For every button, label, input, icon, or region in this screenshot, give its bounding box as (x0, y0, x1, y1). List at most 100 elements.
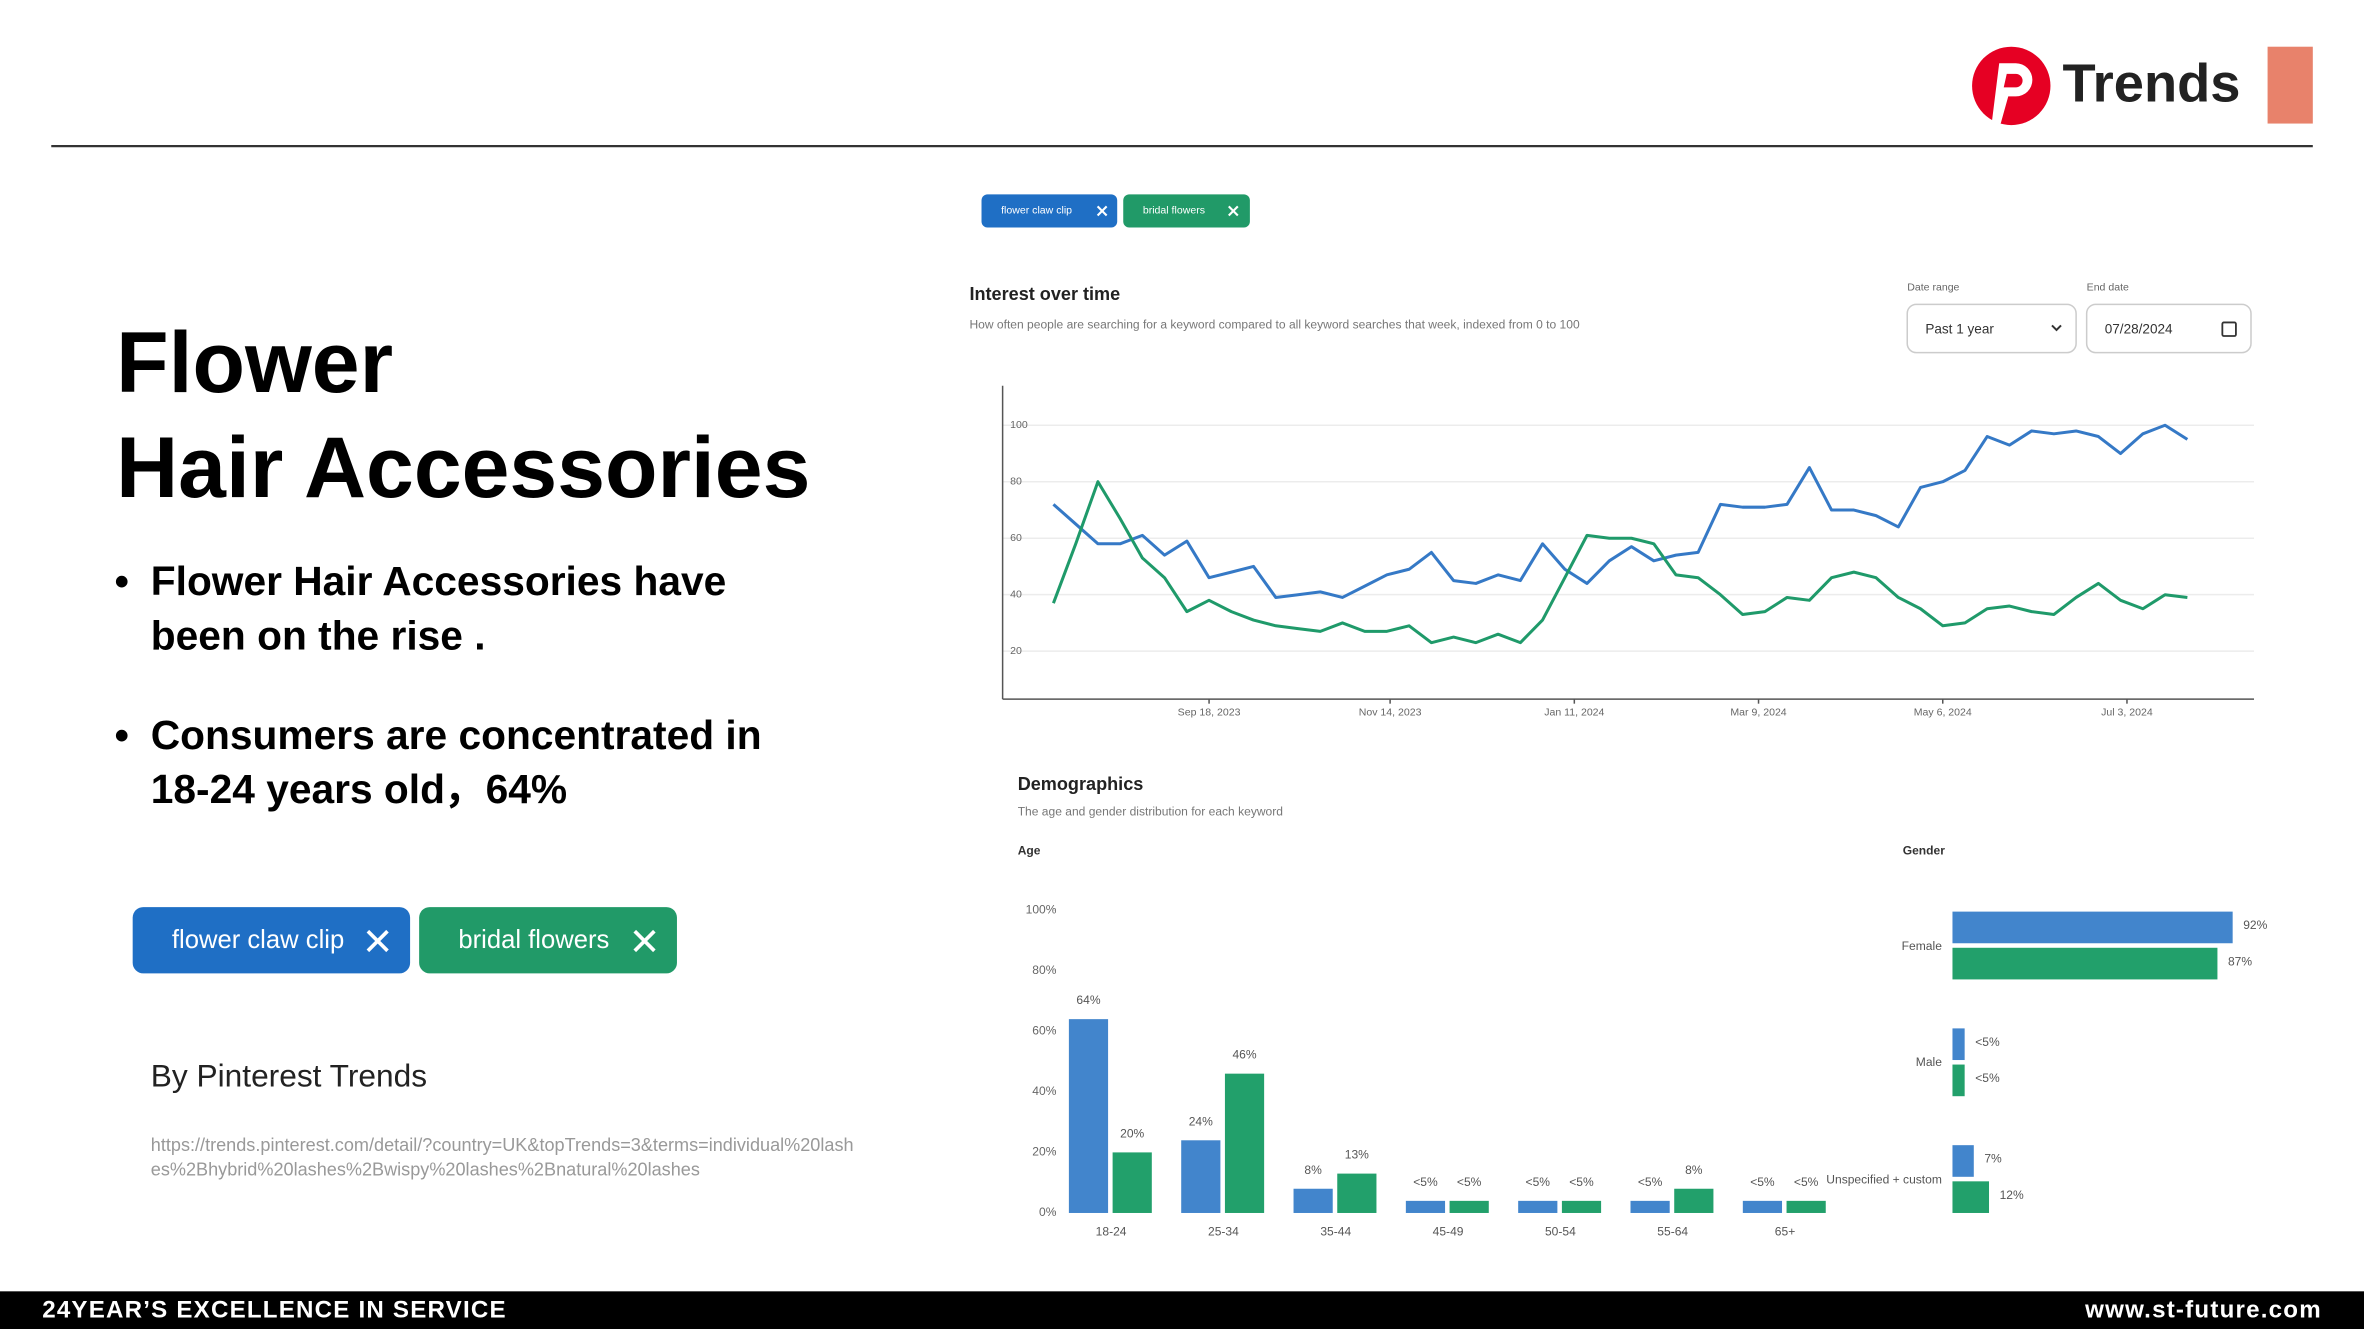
bar (1674, 1188, 1714, 1213)
series-line (1052, 423, 2189, 599)
bar (1952, 1028, 1965, 1061)
footer-right: www.st-future.com (2084, 1296, 2322, 1323)
x-tick-label: 45-49 (1433, 1225, 1464, 1239)
value-label: <5% (1750, 1175, 1775, 1189)
brand: Trends (2063, 54, 2241, 114)
chip-label: flower claw clip (171, 925, 345, 954)
bar (1952, 911, 2233, 944)
value-label: 46% (1232, 1048, 1256, 1062)
y-tick-label: 20 (1010, 645, 1022, 657)
y-tick-label: 80% (1032, 963, 1056, 977)
footer-left: 24YEAR’S EXCELLENCE IN SERVICE (42, 1296, 507, 1323)
bar (1952, 1181, 1990, 1213)
value-label: <5% (1526, 1175, 1551, 1189)
logo-circle (1972, 46, 2051, 126)
bar (1561, 1200, 1602, 1213)
value-label: 64% (1076, 993, 1100, 1007)
footer-bar (0, 1291, 2364, 1329)
control-label: Date range (1907, 282, 1959, 294)
bar (1786, 1200, 1826, 1213)
x-tick-label: Mar 9, 2024 (1730, 706, 1786, 718)
date-range-select[interactable] (1906, 303, 2077, 354)
y-tick-label: 60% (1032, 1023, 1056, 1037)
value-label: 24% (1189, 1114, 1213, 1128)
value-label: 13% (1345, 1148, 1369, 1162)
end-date-input[interactable] (2085, 303, 2252, 354)
bar (1630, 1200, 1670, 1213)
source-url: https://trends.pinterest.com/detail/?cou… (150, 1134, 854, 1180)
value-label: 7% (1984, 1152, 2002, 1166)
slide-title: Hair Accessories (116, 420, 811, 517)
bullet-text: Flower Hair Accessories have been on the… (150, 559, 727, 659)
bar (1293, 1188, 1333, 1213)
section-subtitle: The age and gender distribution for each… (1018, 804, 1283, 818)
bar (1405, 1200, 1446, 1213)
x-tick-label: 35-44 (1320, 1225, 1351, 1239)
value-label: 8% (1304, 1163, 1322, 1177)
x-tick-label: 55-64 (1657, 1225, 1688, 1239)
x-tick-label: Jan 11, 2024 (1544, 706, 1604, 718)
calendar-icon[interactable] (2221, 321, 2237, 337)
bullet: • Consumers are concentrated in 18-24 yea… (115, 708, 809, 816)
x-tick-label: 18-24 (1096, 1225, 1127, 1239)
value-label: 87% (2228, 954, 2252, 968)
y-tick-label: 60 (1010, 532, 1022, 544)
slide-title: Flower (116, 314, 394, 412)
keyword-chip[interactable] (981, 194, 1118, 228)
bar (1742, 1200, 1783, 1213)
value-label: <5% (1457, 1175, 1482, 1189)
bullet: • Flower Hair Accessories have been on th… (115, 555, 809, 663)
x-tick-label: 25-34 (1208, 1225, 1239, 1239)
accent-block (2267, 46, 2313, 124)
y-tick-label: Female (1901, 938, 1942, 953)
y-tick-label: 0% (1039, 1205, 1057, 1219)
y-tick-label: 20% (1032, 1145, 1056, 1159)
keyword-chip[interactable]: flower claw clip (132, 907, 411, 974)
bar (1181, 1140, 1221, 1213)
y-tick-label: Unspecified + custom (1826, 1172, 1942, 1186)
chip-label: bridal flowers (458, 925, 610, 954)
x-tick-label: 50-54 (1545, 1225, 1576, 1239)
x-tick-label: Nov 14, 2023 (1359, 706, 1422, 718)
x-tick-label: Jul 3, 2024 (2101, 706, 2153, 718)
bar (1337, 1173, 1377, 1213)
control-label: End date (2087, 282, 2129, 294)
value-label: <5% (1794, 1175, 1819, 1189)
keyword-chip[interactable] (1123, 194, 1250, 228)
y-tick-label: 80 (1010, 476, 1022, 488)
bar (1112, 1152, 1152, 1213)
x-tick-label: Sep 18, 2023 (1178, 706, 1241, 718)
chart-title: Gender (1903, 844, 1946, 858)
value-label: 92% (2243, 918, 2267, 932)
y-tick-label: 40% (1032, 1084, 1056, 1098)
y-tick-label: Male (1915, 1055, 1942, 1070)
value-label: 20% (1120, 1127, 1144, 1141)
keyword-chip[interactable]: bridal flowers (419, 907, 677, 974)
chip-close[interactable] (1096, 205, 1108, 217)
y-tick-label: 40 (1010, 588, 1022, 600)
value-label: <5% (1413, 1175, 1438, 1189)
chart-title: Age (1018, 844, 1041, 858)
bar (1449, 1200, 1489, 1213)
bar (1518, 1200, 1558, 1213)
chart-title: Interest over time (969, 284, 1120, 304)
value-label: <5% (1975, 1035, 2000, 1049)
y-tick-label: 100 (1010, 419, 1028, 431)
value-label: 8% (1685, 1163, 1703, 1177)
chip-close[interactable] (1228, 205, 1239, 217)
section-title: Demographics (1018, 774, 1144, 794)
x-tick-label: May 6, 2024 (1914, 706, 1972, 718)
bar (1952, 1145, 1974, 1177)
chip-label: flower claw clip (1001, 205, 1072, 217)
bar (1952, 1064, 1965, 1097)
value-label: 12% (2000, 1188, 2024, 1202)
bar (1068, 1019, 1109, 1213)
logo-p (1991, 63, 2033, 124)
chevron (2051, 324, 2062, 332)
series-line (1052, 480, 2188, 645)
bar (1224, 1073, 1265, 1213)
x-tick-label: 65+ (1775, 1225, 1795, 1239)
